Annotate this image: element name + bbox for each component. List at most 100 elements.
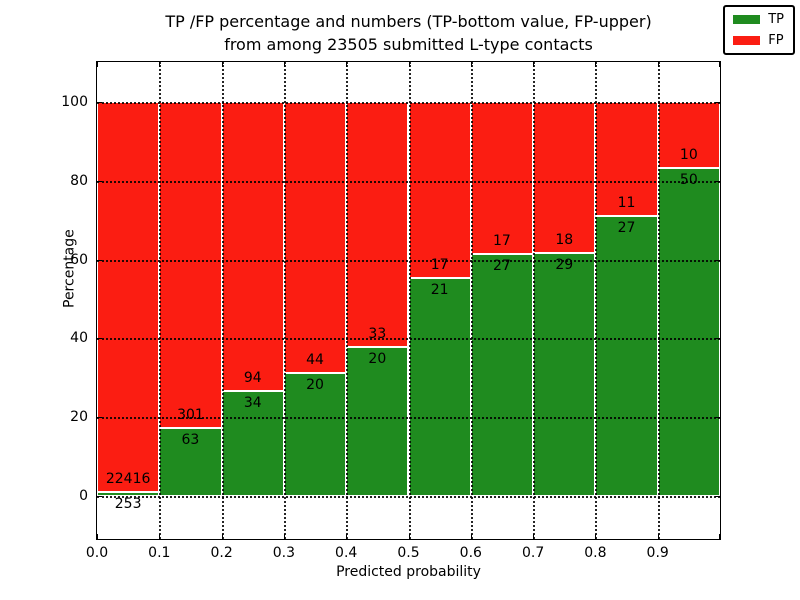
- fp-count-label: 33: [368, 326, 387, 343]
- fp-count-label: 94: [243, 370, 262, 387]
- x-tick-label: 0.0: [85, 545, 109, 561]
- x-tick-label: 0.4: [335, 545, 358, 561]
- chart-title-line2: from among 23505 submitted L-type contac…: [224, 35, 593, 55]
- v-gridline: [408, 62, 411, 539]
- tp-swatch-icon: [733, 15, 761, 24]
- chart-title-line1: TP /FP percentage and numbers (TP-bottom…: [165, 12, 652, 31]
- x-tick-mark: [470, 62, 472, 67]
- fp-count-label: 22416: [105, 470, 151, 487]
- v-gridline: [533, 62, 536, 539]
- x-tick-mark: [595, 534, 597, 539]
- x-tick-mark: [221, 534, 223, 539]
- y-tick-mark: [97, 496, 102, 498]
- fp-count-label: 10: [679, 146, 698, 163]
- y-tick-mark: [715, 496, 720, 498]
- tp-count-label: 29: [555, 256, 574, 273]
- tp-bar: [346, 347, 409, 497]
- x-tick-label: 0.5: [397, 545, 420, 561]
- tp-count-label: 27: [493, 258, 511, 275]
- y-tick-mark: [97, 417, 102, 419]
- fp-count-label: 11: [617, 194, 636, 211]
- fp-count-label: 44: [306, 351, 324, 368]
- fp-bar: [221, 101, 284, 392]
- x-tick-label: 0.8: [584, 545, 607, 561]
- plot-area: 22416 253 301 63 94 34 44 20 33 20 17 21 17 27 18 29 11 2…: [61, 61, 721, 561]
- tp-count-label: 253: [114, 495, 142, 512]
- tp-bar: [470, 254, 534, 497]
- fp-count-label: 17: [493, 233, 511, 250]
- fp-count-label: 17: [430, 257, 449, 274]
- x-tick-mark: [346, 62, 348, 67]
- y-tick-label: 80: [70, 172, 88, 189]
- x-tick-mark: [346, 534, 348, 539]
- x-tick-mark: [470, 534, 472, 539]
- x-tick-label: 0.2: [210, 545, 233, 561]
- tp-count-label: 21: [430, 282, 449, 299]
- legend-item-fp: FP: [733, 34, 784, 47]
- legend: TP FP: [723, 5, 795, 55]
- x-tick-mark: [408, 534, 410, 539]
- fp-bar: [346, 101, 409, 348]
- y-tick-mark: [715, 417, 720, 419]
- x-axis-label: Predicted probability: [336, 564, 481, 580]
- y-tick-label: 100: [61, 93, 88, 110]
- tp-bar: [657, 167, 720, 497]
- tp-count-label: 27: [617, 219, 636, 236]
- x-tick-mark: [283, 62, 285, 67]
- tp-bar: [97, 491, 160, 497]
- tp-count-label: 20: [368, 351, 387, 368]
- fp-bar: [97, 101, 160, 492]
- x-tick-mark: [657, 534, 659, 539]
- y-tick-mark: [715, 180, 720, 182]
- x-tick-label: 0.7: [521, 545, 545, 561]
- x-tick-mark: [533, 534, 535, 539]
- x-tick-mark: [595, 62, 597, 67]
- v-gridline: [346, 62, 349, 539]
- x-tick-mark: [221, 62, 223, 67]
- x-tick-mark: [657, 62, 659, 67]
- y-tick-mark: [97, 180, 102, 182]
- legend-label-tp: TP: [768, 12, 784, 27]
- y-tick-mark: [715, 101, 720, 103]
- x-tick-label: 0.6: [459, 545, 482, 561]
- y-axis-label: Percentage: [61, 229, 78, 308]
- v-gridline: [657, 62, 660, 539]
- x-tick-mark: [283, 534, 285, 539]
- v-gridline: [470, 62, 473, 539]
- y-tick-mark: [97, 338, 102, 340]
- x-tick-mark: [719, 62, 720, 67]
- x-tick-label: 0.3: [272, 545, 296, 561]
- x-tick-mark: [97, 62, 98, 67]
- chart-title: TP /FP percentage and numbers (TP-bottom…: [96, 10, 721, 56]
- fp-bar: [159, 101, 222, 428]
- tp-count-label: 34: [243, 395, 262, 412]
- y-tick-mark: [97, 259, 102, 261]
- fp-count-label: 18: [555, 231, 574, 248]
- v-gridline: [159, 62, 162, 539]
- fp-bar: [595, 101, 658, 216]
- y-tick-label: 0: [79, 488, 88, 505]
- tp-count-label: 50: [679, 171, 698, 188]
- tp-bar: [408, 278, 471, 497]
- fp-bar: [408, 101, 471, 279]
- y-tick-label: 40: [70, 330, 88, 347]
- tp-bar: [595, 215, 658, 497]
- fp-bar: [470, 101, 534, 255]
- y-tick-mark: [715, 338, 720, 340]
- y-tick-mark: [715, 259, 720, 261]
- fp-bar: [283, 101, 347, 373]
- v-gridline: [221, 62, 224, 539]
- tp-count-label: 20: [306, 376, 324, 393]
- tp-count-label: 63: [181, 431, 200, 448]
- legend-label-fp: FP: [768, 33, 784, 48]
- fp-count-label: 301: [177, 406, 204, 423]
- v-gridline: [595, 62, 598, 539]
- x-tick-mark: [159, 534, 161, 539]
- x-tick-mark: [159, 62, 161, 67]
- legend-item-tp: TP: [733, 13, 784, 26]
- fp-bar: [533, 101, 596, 253]
- y-tick-mark: [97, 101, 102, 103]
- fp-swatch-icon: [733, 36, 761, 45]
- tp-bar: [533, 252, 596, 497]
